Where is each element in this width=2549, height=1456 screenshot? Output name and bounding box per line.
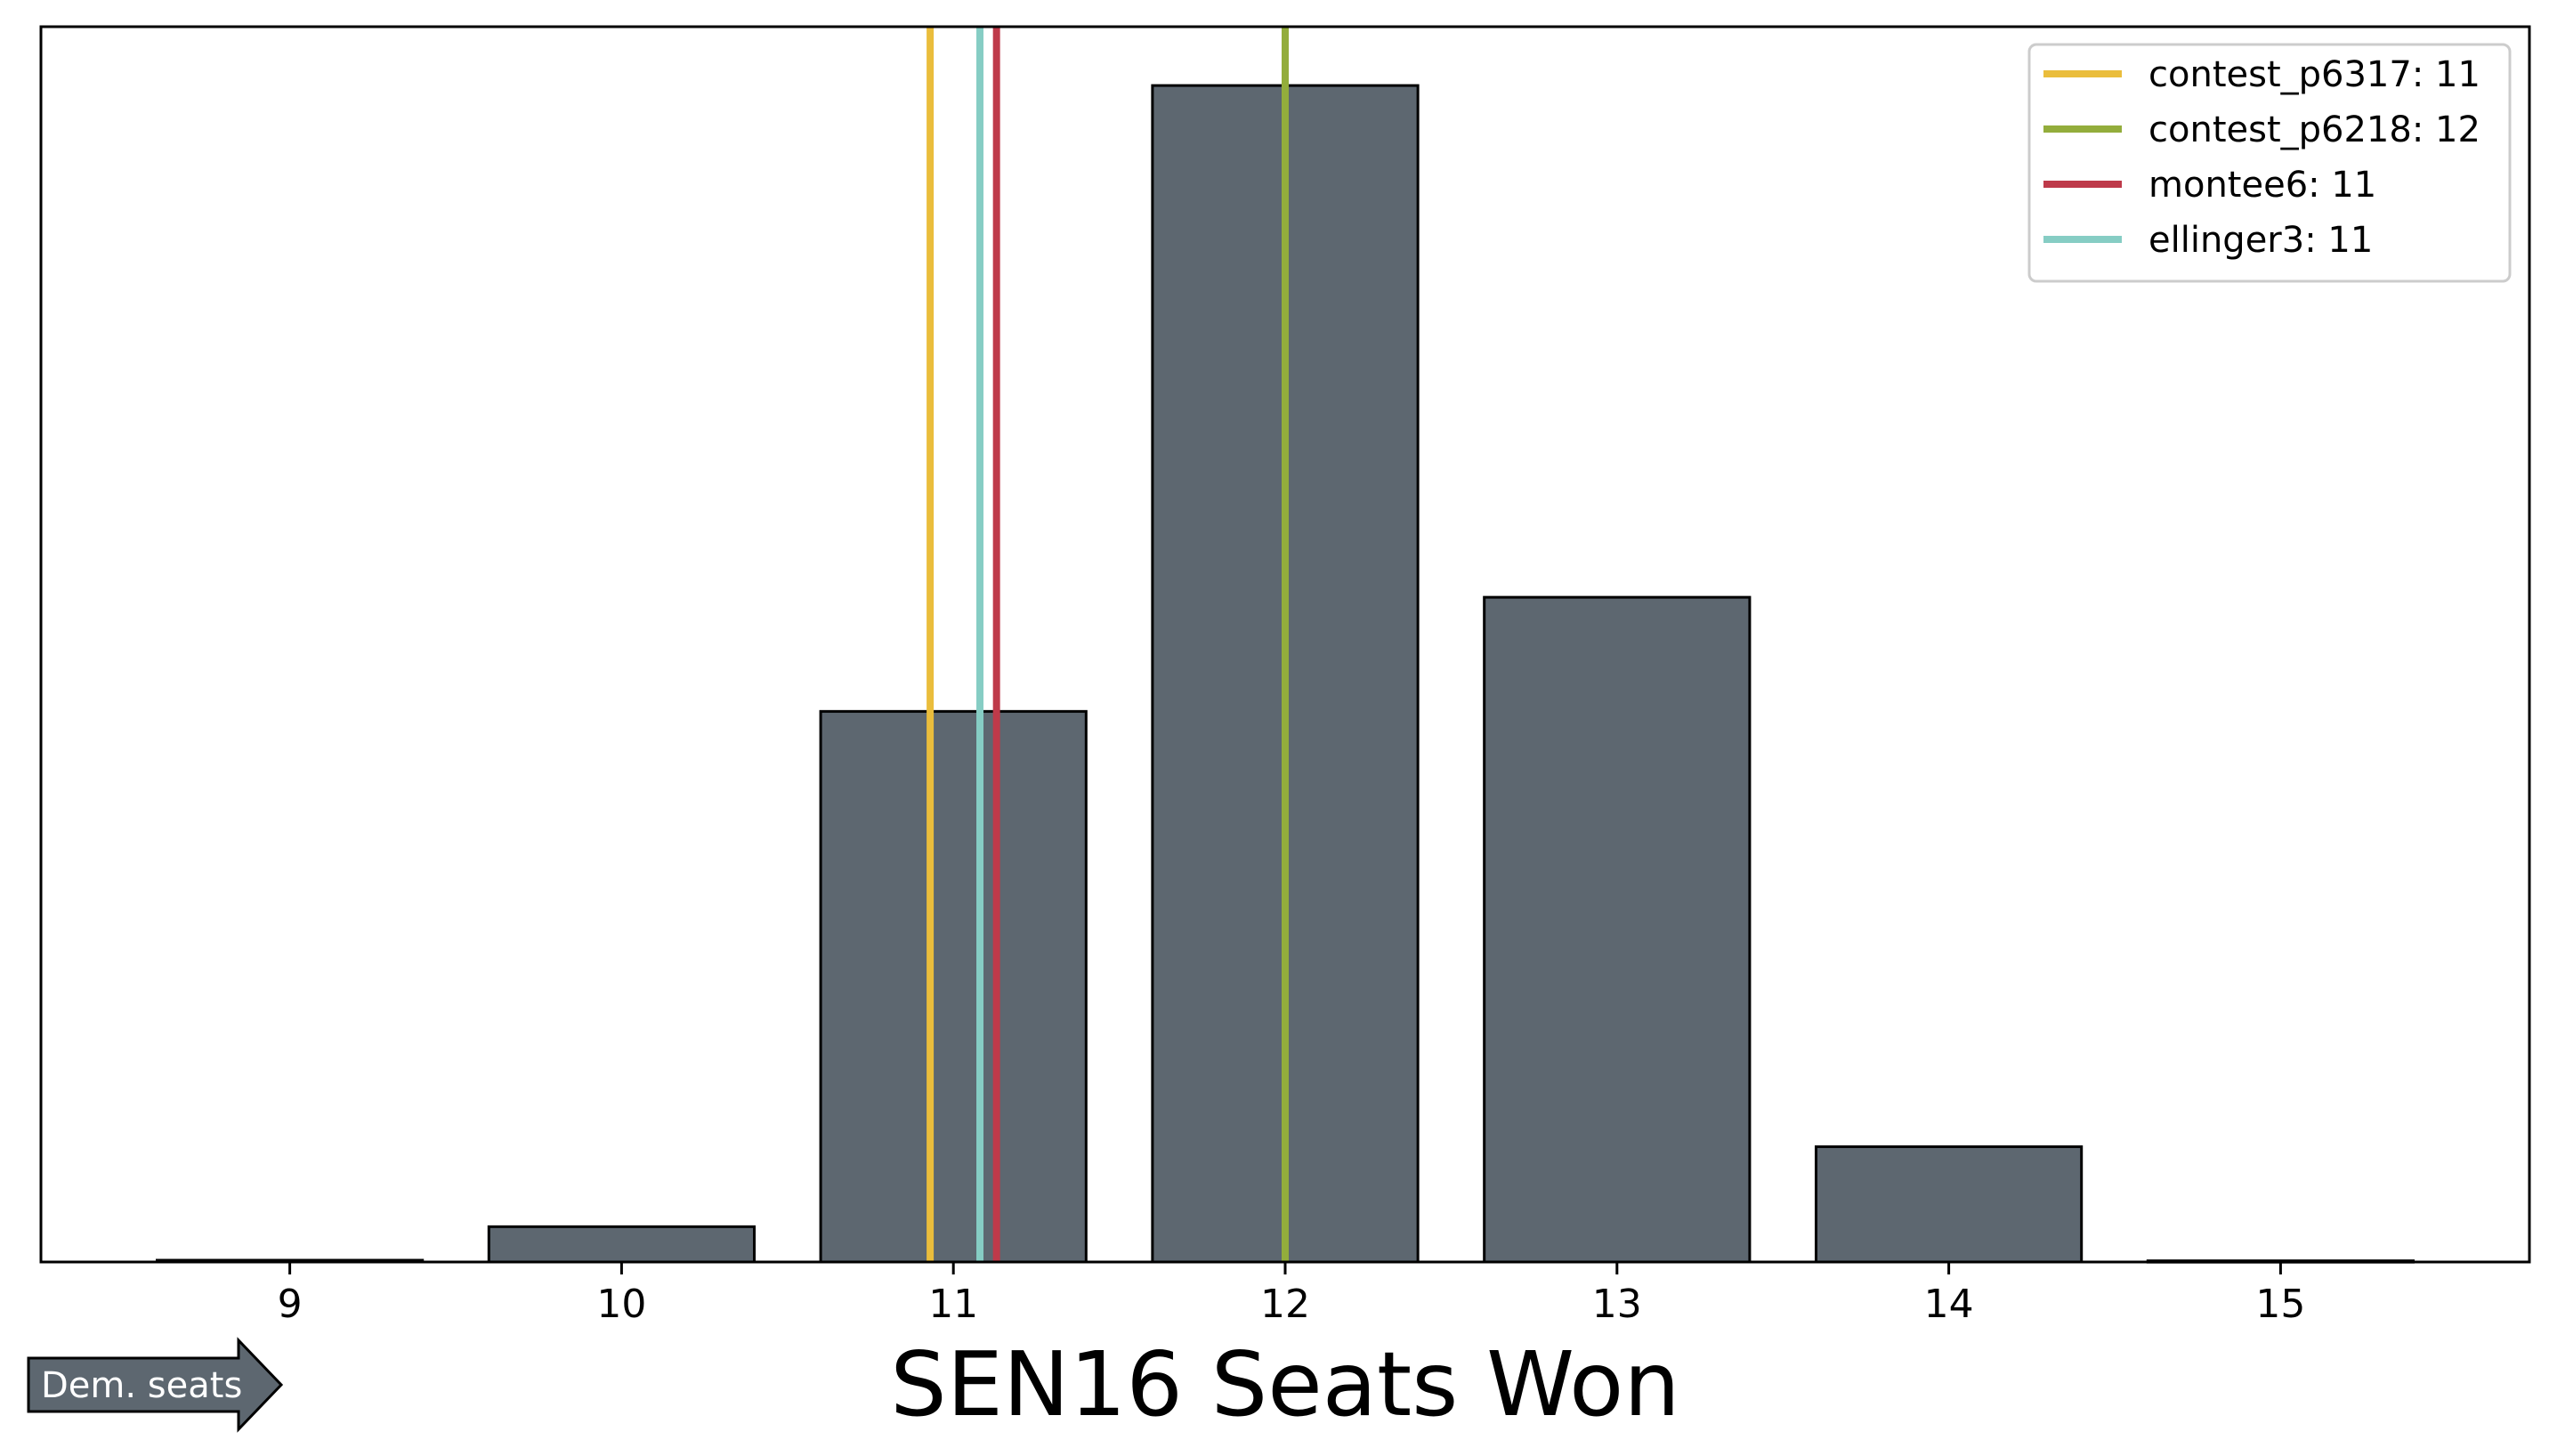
x-tick-label-14: 14	[1924, 1282, 1974, 1327]
dem-seats-arrow: Dem. seats	[27, 1337, 284, 1433]
legend-label-ellinger3: ellinger3: 11	[2148, 220, 2373, 261]
x-tick-label-9: 9	[278, 1282, 303, 1327]
x-axis-label: SEN16 Seats Won	[890, 1332, 1679, 1436]
legend-label-contest_p6218: contest_p6218: 12	[2148, 109, 2480, 150]
bar-10	[487, 1225, 757, 1264]
legend: contest_p6317: 11 contest_p6218: 12 montee…	[2027, 43, 2512, 283]
x-tick-label-15: 15	[2255, 1282, 2305, 1327]
bar-11	[819, 709, 1088, 1264]
legend-label-montee6: montee6: 11	[2148, 165, 2376, 206]
legend-label-contest_p6317: contest_p6317: 11	[2148, 54, 2480, 95]
arrow-shape	[27, 1337, 284, 1433]
x-tick-label-13: 13	[1592, 1282, 1642, 1327]
arrow-label: Dem. seats	[41, 1365, 242, 1406]
bar-13	[1483, 595, 1752, 1264]
reference-lines-layer	[927, 27, 1289, 1262]
x-tick-label-11: 11	[928, 1282, 978, 1327]
x-ticks-layer: 9 10 11 12 13 14 15	[278, 1262, 2305, 1327]
x-tick-label-10: 10	[596, 1282, 646, 1327]
bar-14	[1814, 1145, 2084, 1264]
legend-box	[2027, 43, 2512, 283]
x-tick-label-12: 12	[1260, 1282, 1310, 1327]
